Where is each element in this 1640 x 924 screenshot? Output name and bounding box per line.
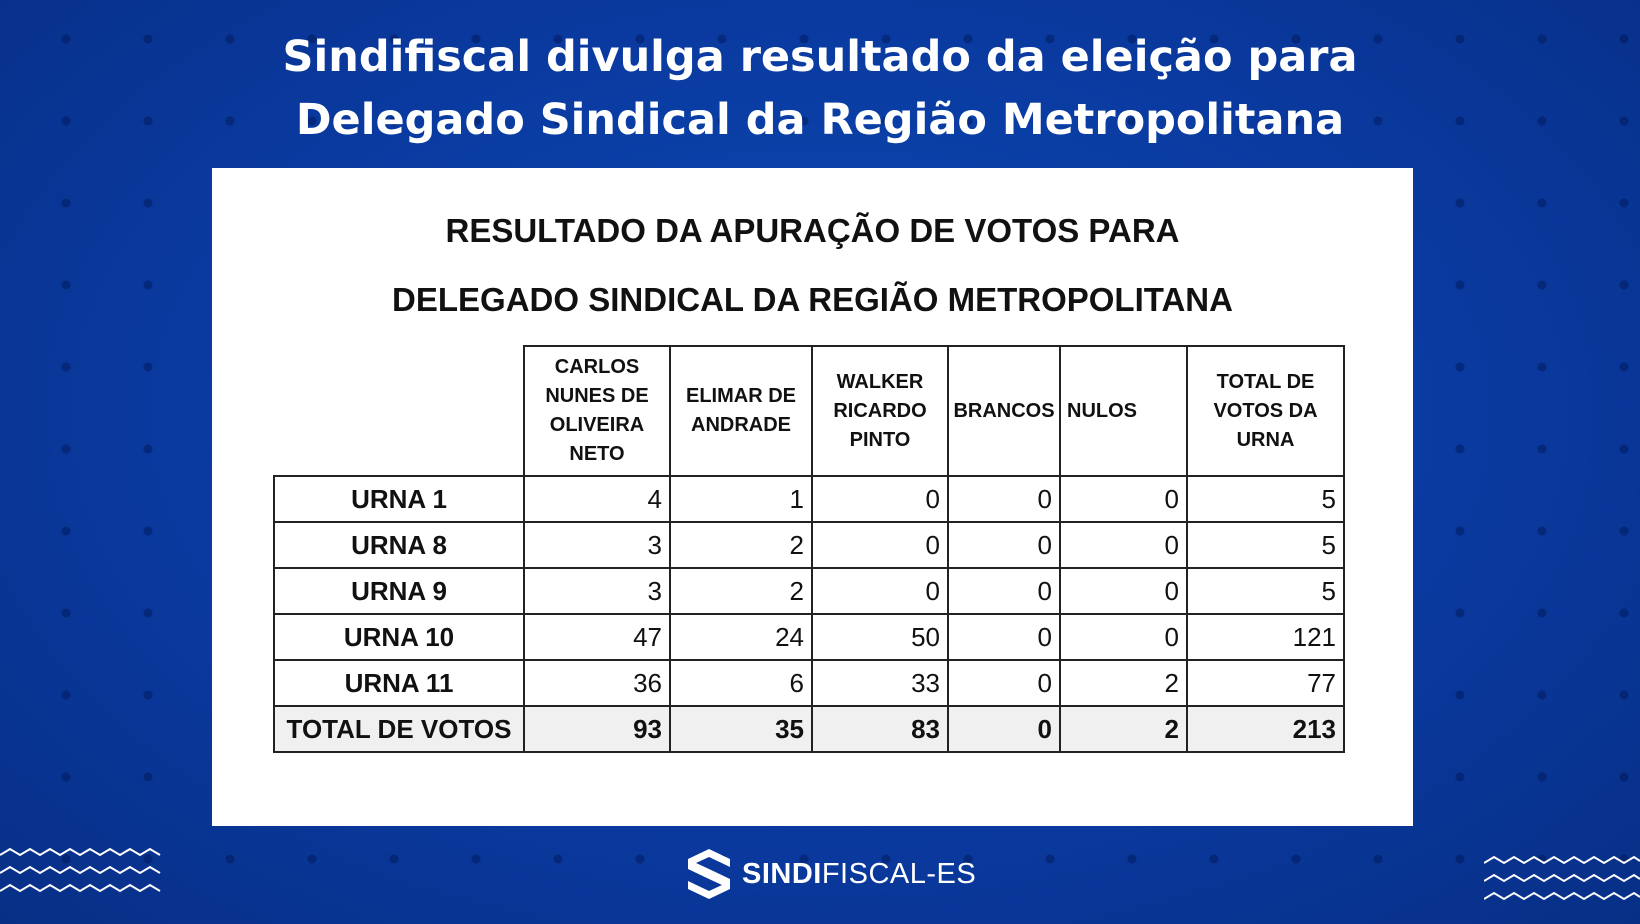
table-cell: 2 — [669, 567, 813, 615]
table-cell: 3 — [523, 521, 671, 569]
row-label: URNA 9 — [273, 567, 525, 615]
table-cell: 0 — [811, 567, 949, 615]
table-row: URNA 1 4 1 0 0 0 5 — [273, 475, 1345, 523]
panel-title-line-1: RESULTADO DA APURAÇÃO DE VOTOS PARA — [445, 212, 1180, 249]
total-cell: 35 — [669, 705, 813, 753]
table-cell: 24 — [669, 613, 813, 661]
results-panel: RESULTADO DA APURAÇÃO DE VOTOS PARA DELE… — [212, 168, 1413, 826]
total-cell: 2 — [1059, 705, 1188, 753]
table-cell: 1 — [669, 475, 813, 523]
total-cell: 213 — [1186, 705, 1345, 753]
table-cell: 36 — [523, 659, 671, 707]
table-cell: 33 — [811, 659, 949, 707]
row-label: URNA 11 — [273, 659, 525, 707]
logo-wordmark: SINDIFISCAL-ES — [742, 858, 976, 891]
logo-wordmark-light: FISCAL-ES — [821, 857, 977, 890]
table-cell: 0 — [947, 567, 1061, 615]
panel-title-line-2: DELEGADO SINDICAL DA REGIÃO METROPOLITAN… — [392, 281, 1233, 318]
table-cell: 0 — [1059, 567, 1188, 615]
row-label: URNA 10 — [273, 613, 525, 661]
table-header-row: CARLOS NUNES DE OLIVEIRA NETO ELIMAR DE … — [274, 345, 1345, 477]
table-cell: 0 — [1059, 475, 1188, 523]
table-cell: 77 — [1186, 659, 1345, 707]
total-cell: 0 — [947, 705, 1061, 753]
column-header: ELIMAR DE ANDRADE — [669, 345, 813, 477]
column-header: NULOS — [1059, 345, 1188, 477]
results-table: CARLOS NUNES DE OLIVEIRA NETO ELIMAR DE … — [273, 345, 1345, 753]
table-cell: 0 — [1059, 613, 1188, 661]
table-cell: 121 — [1186, 613, 1345, 661]
table-row: URNA 10 47 24 50 0 0 121 — [273, 613, 1345, 661]
total-row: TOTAL DE VOTOS 93 35 83 0 2 213 — [273, 705, 1345, 753]
table-cell: 0 — [947, 613, 1061, 661]
table-row: URNA 9 3 2 0 0 0 5 — [273, 567, 1345, 615]
table-cell: 0 — [947, 475, 1061, 523]
table-cell: 0 — [1059, 521, 1188, 569]
table-row: URNA 11 36 6 33 0 2 77 — [273, 659, 1345, 707]
zigzag-decoration-right — [1484, 855, 1640, 901]
sindifiscal-logo: SINDIFISCAL-ES — [686, 846, 976, 902]
table-cell: 47 — [523, 613, 671, 661]
table-corner-cell — [274, 346, 525, 477]
table-cell: 5 — [1186, 567, 1345, 615]
total-cell: 83 — [811, 705, 949, 753]
row-label: URNA 1 — [273, 475, 525, 523]
row-label: URNA 8 — [273, 521, 525, 569]
table-cell: 0 — [811, 521, 949, 569]
table-cell: 0 — [811, 475, 949, 523]
logo-wordmark-bold: SINDI — [742, 857, 822, 890]
sindifiscal-s-logo-icon — [688, 849, 730, 899]
column-header: WALKER RICARDO PINTO — [811, 345, 949, 477]
table-cell: 0 — [947, 659, 1061, 707]
column-header: CARLOS NUNES DE OLIVEIRA NETO — [523, 345, 671, 477]
headline: Sindifiscal divulga resultado da eleição… — [0, 26, 1640, 152]
headline-line-2: Delegado Sindical da Região Metropolitan… — [295, 95, 1345, 145]
table-cell: 5 — [1186, 475, 1345, 523]
table-cell: 5 — [1186, 521, 1345, 569]
zigzag-decoration-left — [0, 847, 161, 893]
table-cell: 2 — [1059, 659, 1188, 707]
column-header: BRANCOS — [947, 345, 1061, 477]
column-header: TOTAL DE VOTOS DA URNA — [1186, 345, 1345, 477]
table-cell: 0 — [947, 521, 1061, 569]
headline-line-1: Sindifiscal divulga resultado da eleição… — [282, 32, 1358, 82]
table-row: URNA 8 3 2 0 0 0 5 — [273, 521, 1345, 569]
total-cell: 93 — [523, 705, 671, 753]
table-cell: 6 — [669, 659, 813, 707]
table-cell: 4 — [523, 475, 671, 523]
table-cell: 2 — [669, 521, 813, 569]
table-cell: 3 — [523, 567, 671, 615]
table-cell: 50 — [811, 613, 949, 661]
total-row-label: TOTAL DE VOTOS — [273, 705, 525, 753]
